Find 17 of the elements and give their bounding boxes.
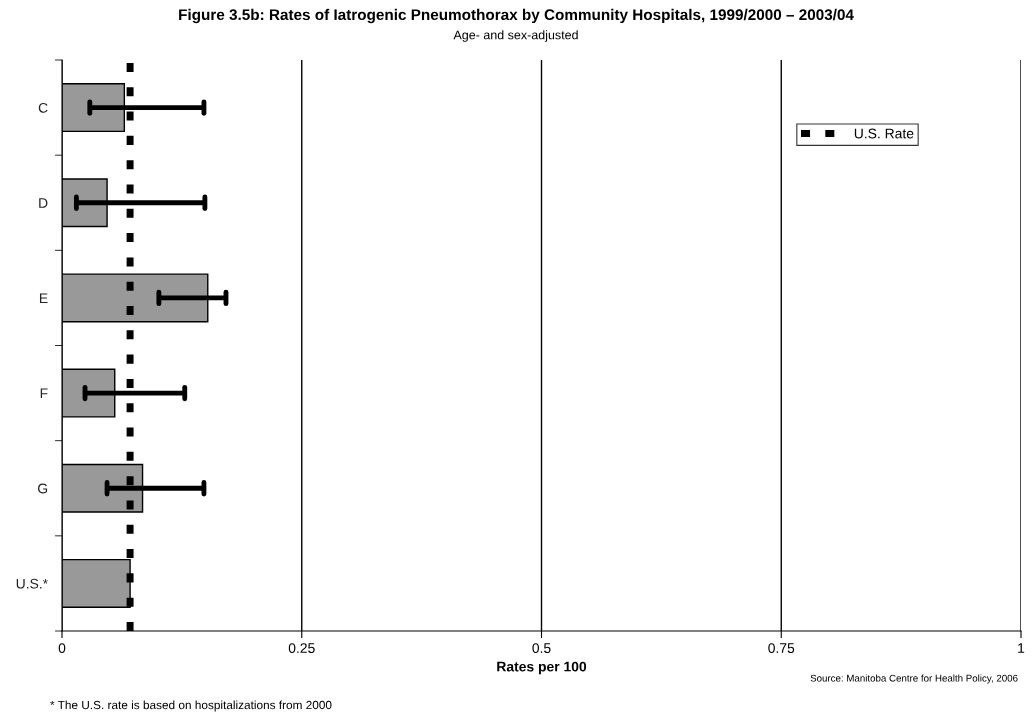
ref-line-label: U.S. Rate (854, 128, 914, 139)
x-axis-title: Rates per 100 (497, 661, 587, 675)
y-tick-label: D (39, 198, 48, 208)
chart-title: Figure 3.5b: Rates of Iatrogenic Pneumothorax by Community Hospitals, 1999/2000 – 2003/04 (179, 8, 854, 24)
y-tick-label: U.S.* (16, 578, 48, 589)
text: * The U.S. rate is based on hospitalizations from 2000 (50, 700, 332, 712)
x-tick-label: 1 (1018, 643, 1025, 653)
x-tick-label: 0.75 (768, 643, 795, 654)
y-tick-label: C (38, 102, 48, 113)
x-tick-label: 0.5 (532, 643, 551, 654)
x-tick-label: 0 (58, 643, 66, 654)
source-note: Source: Manitoba Centre for Health Policy, 2006 (810, 674, 1018, 684)
y-tick-label: G (38, 483, 48, 494)
y-tick-label: F (40, 388, 48, 399)
chart-subtitle: Age- and sex-adjusted (453, 30, 578, 42)
y-tick-label: E (39, 293, 48, 303)
x-tick-label: 0.25 (288, 643, 315, 654)
